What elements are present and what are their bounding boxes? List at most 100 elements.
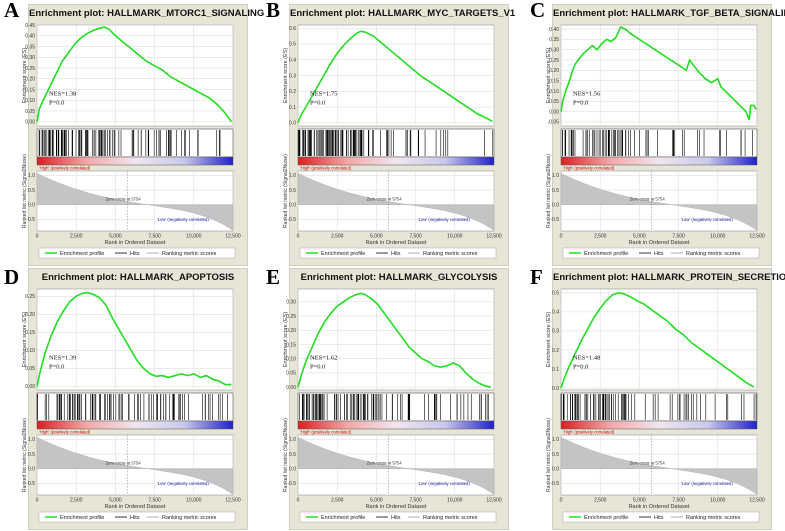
legend-label: Enrichment profile: [60, 251, 104, 257]
ranking-metric-area: [36, 436, 234, 495]
legend-label: Ranking metric scores: [686, 515, 741, 521]
x-axis-label: Rank in Ordered Dataset: [366, 504, 427, 510]
es-y-tick: -0.05: [548, 120, 560, 126]
ranking-metric-area: [560, 436, 758, 495]
es-y-tick: 0.2: [552, 348, 559, 354]
x-tick-label: 12,500: [225, 498, 241, 504]
x-tick-label: 2,500: [331, 498, 344, 504]
legend-label: Ranking metric scores: [162, 251, 217, 257]
hits-area: [560, 128, 758, 158]
p-value-label: P=0.0: [573, 364, 588, 371]
legend-label: Ranking metric scores: [423, 251, 478, 257]
es-y-tick: 0.0: [552, 386, 559, 392]
hits-area: [297, 392, 495, 422]
rank-color-bar: [297, 156, 495, 166]
x-tick-label: 2,500: [70, 498, 83, 504]
x-tick-label: 7,500: [148, 498, 161, 504]
x-axis-label: Rank in Ordered Dataset: [629, 240, 690, 246]
x-axis-label: Rank in Ordered Dataset: [105, 504, 166, 510]
es-y-tick: 0.3: [552, 329, 559, 335]
rank-color-bar: [560, 156, 758, 166]
positive-correlation-label: 'High' (positively correlated): [563, 430, 615, 435]
hits-group: [299, 394, 490, 420]
enrichment-profile-line: [297, 292, 492, 388]
x-tick-label: 0: [560, 234, 563, 240]
p-value-label: P=0.0: [310, 364, 325, 371]
metric-y-tick: -0.5: [287, 481, 296, 487]
metric-axis-label: Ranked list metric (Signal2Noise): [283, 154, 289, 228]
es-y-tick: 0.25: [286, 314, 296, 320]
panel-letter: D: [4, 265, 20, 289]
panel-letter: E: [266, 265, 281, 289]
x-tick-label: 5,000: [109, 234, 122, 240]
es-plot-area: [297, 288, 495, 391]
es-y-tick: 0.10: [25, 98, 35, 104]
metric-axis-label: Ranked list metric (Signal2Noise): [283, 418, 289, 492]
nes-label: NES=1.75: [310, 91, 337, 98]
es-y-tick: 0.30: [549, 48, 559, 54]
negative-correlation-label: 'Low' (negatively correlated): [681, 217, 733, 222]
legend-label: Enrichment profile: [321, 251, 365, 257]
nes-label: NES=1.48: [573, 355, 600, 362]
rank-color-bar: [36, 156, 234, 166]
legend-label: Hits: [130, 251, 140, 257]
es-plot-area: [560, 24, 758, 127]
plot-title: Enrichment plot: HALLMARK_GLYCOLYSIS: [300, 272, 498, 283]
hits-group: [298, 130, 494, 156]
enrichment-panel-e: Enrichment plot: HALLMARK_GLYCOLYSIS 0.3…: [283, 268, 509, 530]
x-tick-label: 5,000: [109, 498, 122, 504]
es-y-tick: 0.05: [25, 366, 35, 372]
x-axis-label: Rank in Ordered Dataset: [629, 504, 690, 510]
legend-label: Hits: [130, 515, 140, 521]
enrichment-panel-f: Enrichment plot: HALLMARK_PROTEIN_SECRET…: [546, 268, 785, 530]
enrichment-chart: 0.6 0.5 0.4 0.3 0.2 0.1 0.0 Enrichment score (E…: [283, 24, 502, 259]
x-tick-label: 7,500: [672, 234, 685, 240]
plot-title: Enrichment plot: HALLMARK_MYC_TARGETS_V1: [290, 8, 516, 19]
x-tick-label: 5,000: [370, 498, 383, 504]
legend-label: Enrichment profile: [584, 251, 628, 257]
enrichment-chart: 0.400.350.300.250.200.150.100.050.00-0.0…: [546, 24, 765, 259]
rank-color-bar: [36, 420, 234, 430]
metric-y-tick: 0.0: [552, 466, 559, 472]
es-y-tick: 0.20: [25, 77, 35, 83]
es-y-tick: 0.2: [289, 89, 296, 95]
hits-group: [38, 130, 221, 156]
negative-correlation-label: 'Low' (negatively correlated): [418, 217, 470, 222]
metric-y-tick: 0.5: [552, 188, 559, 194]
es-y-tick: 0.45: [25, 23, 35, 29]
ranking-metric-area: [36, 172, 234, 231]
panel-letter: A: [4, 0, 20, 22]
metric-y-tick: 0.0: [289, 202, 296, 208]
p-value-label: P=0.0: [49, 100, 64, 107]
metric-y-tick: 0.0: [28, 202, 35, 208]
enrichment-chart: 0.450.400.350.300.250.200.150.100.050.00…: [22, 23, 241, 259]
es-y-tick: 0.35: [25, 44, 35, 50]
es-y-tick: 0.15: [25, 330, 35, 336]
zero-cross-label: Zero cross at 5754: [367, 197, 403, 202]
es-y-tick: 0.10: [549, 89, 559, 95]
es-y-tick: 0.10: [25, 348, 35, 354]
es-y-tick: 0.20: [286, 328, 296, 334]
nes-label: NES=1.62: [310, 355, 337, 362]
metric-y-tick: 1.0: [289, 437, 296, 443]
hits-group: [562, 130, 753, 156]
x-tick-label: 12,500: [225, 234, 241, 240]
legend-label: Hits: [654, 515, 664, 521]
es-y-tick: 0.0: [289, 121, 296, 127]
es-y-tick: 0.30: [286, 300, 296, 306]
p-value-label: P=0.0: [310, 100, 325, 107]
legend-label: Enrichment profile: [60, 515, 104, 521]
positive-correlation-label: 'High' (positively correlated): [39, 166, 91, 171]
x-tick-label: 10,000: [186, 234, 202, 240]
positive-correlation-label: 'High' (positively correlated): [39, 430, 91, 435]
x-tick-label: 0: [36, 498, 39, 504]
x-tick-label: 7,500: [672, 498, 685, 504]
es-y-tick: 0.35: [549, 37, 559, 43]
enrichment-panel-c: Enrichment plot: HALLMARK_TGF_BETA_SIGNA…: [546, 4, 785, 266]
es-y-tick: 0.40: [25, 34, 35, 40]
es-y-tick: 0.15: [549, 78, 559, 84]
legend-box: [38, 511, 236, 523]
es-y-tick: 0.4: [552, 310, 559, 316]
es-plot-area: [36, 288, 234, 391]
